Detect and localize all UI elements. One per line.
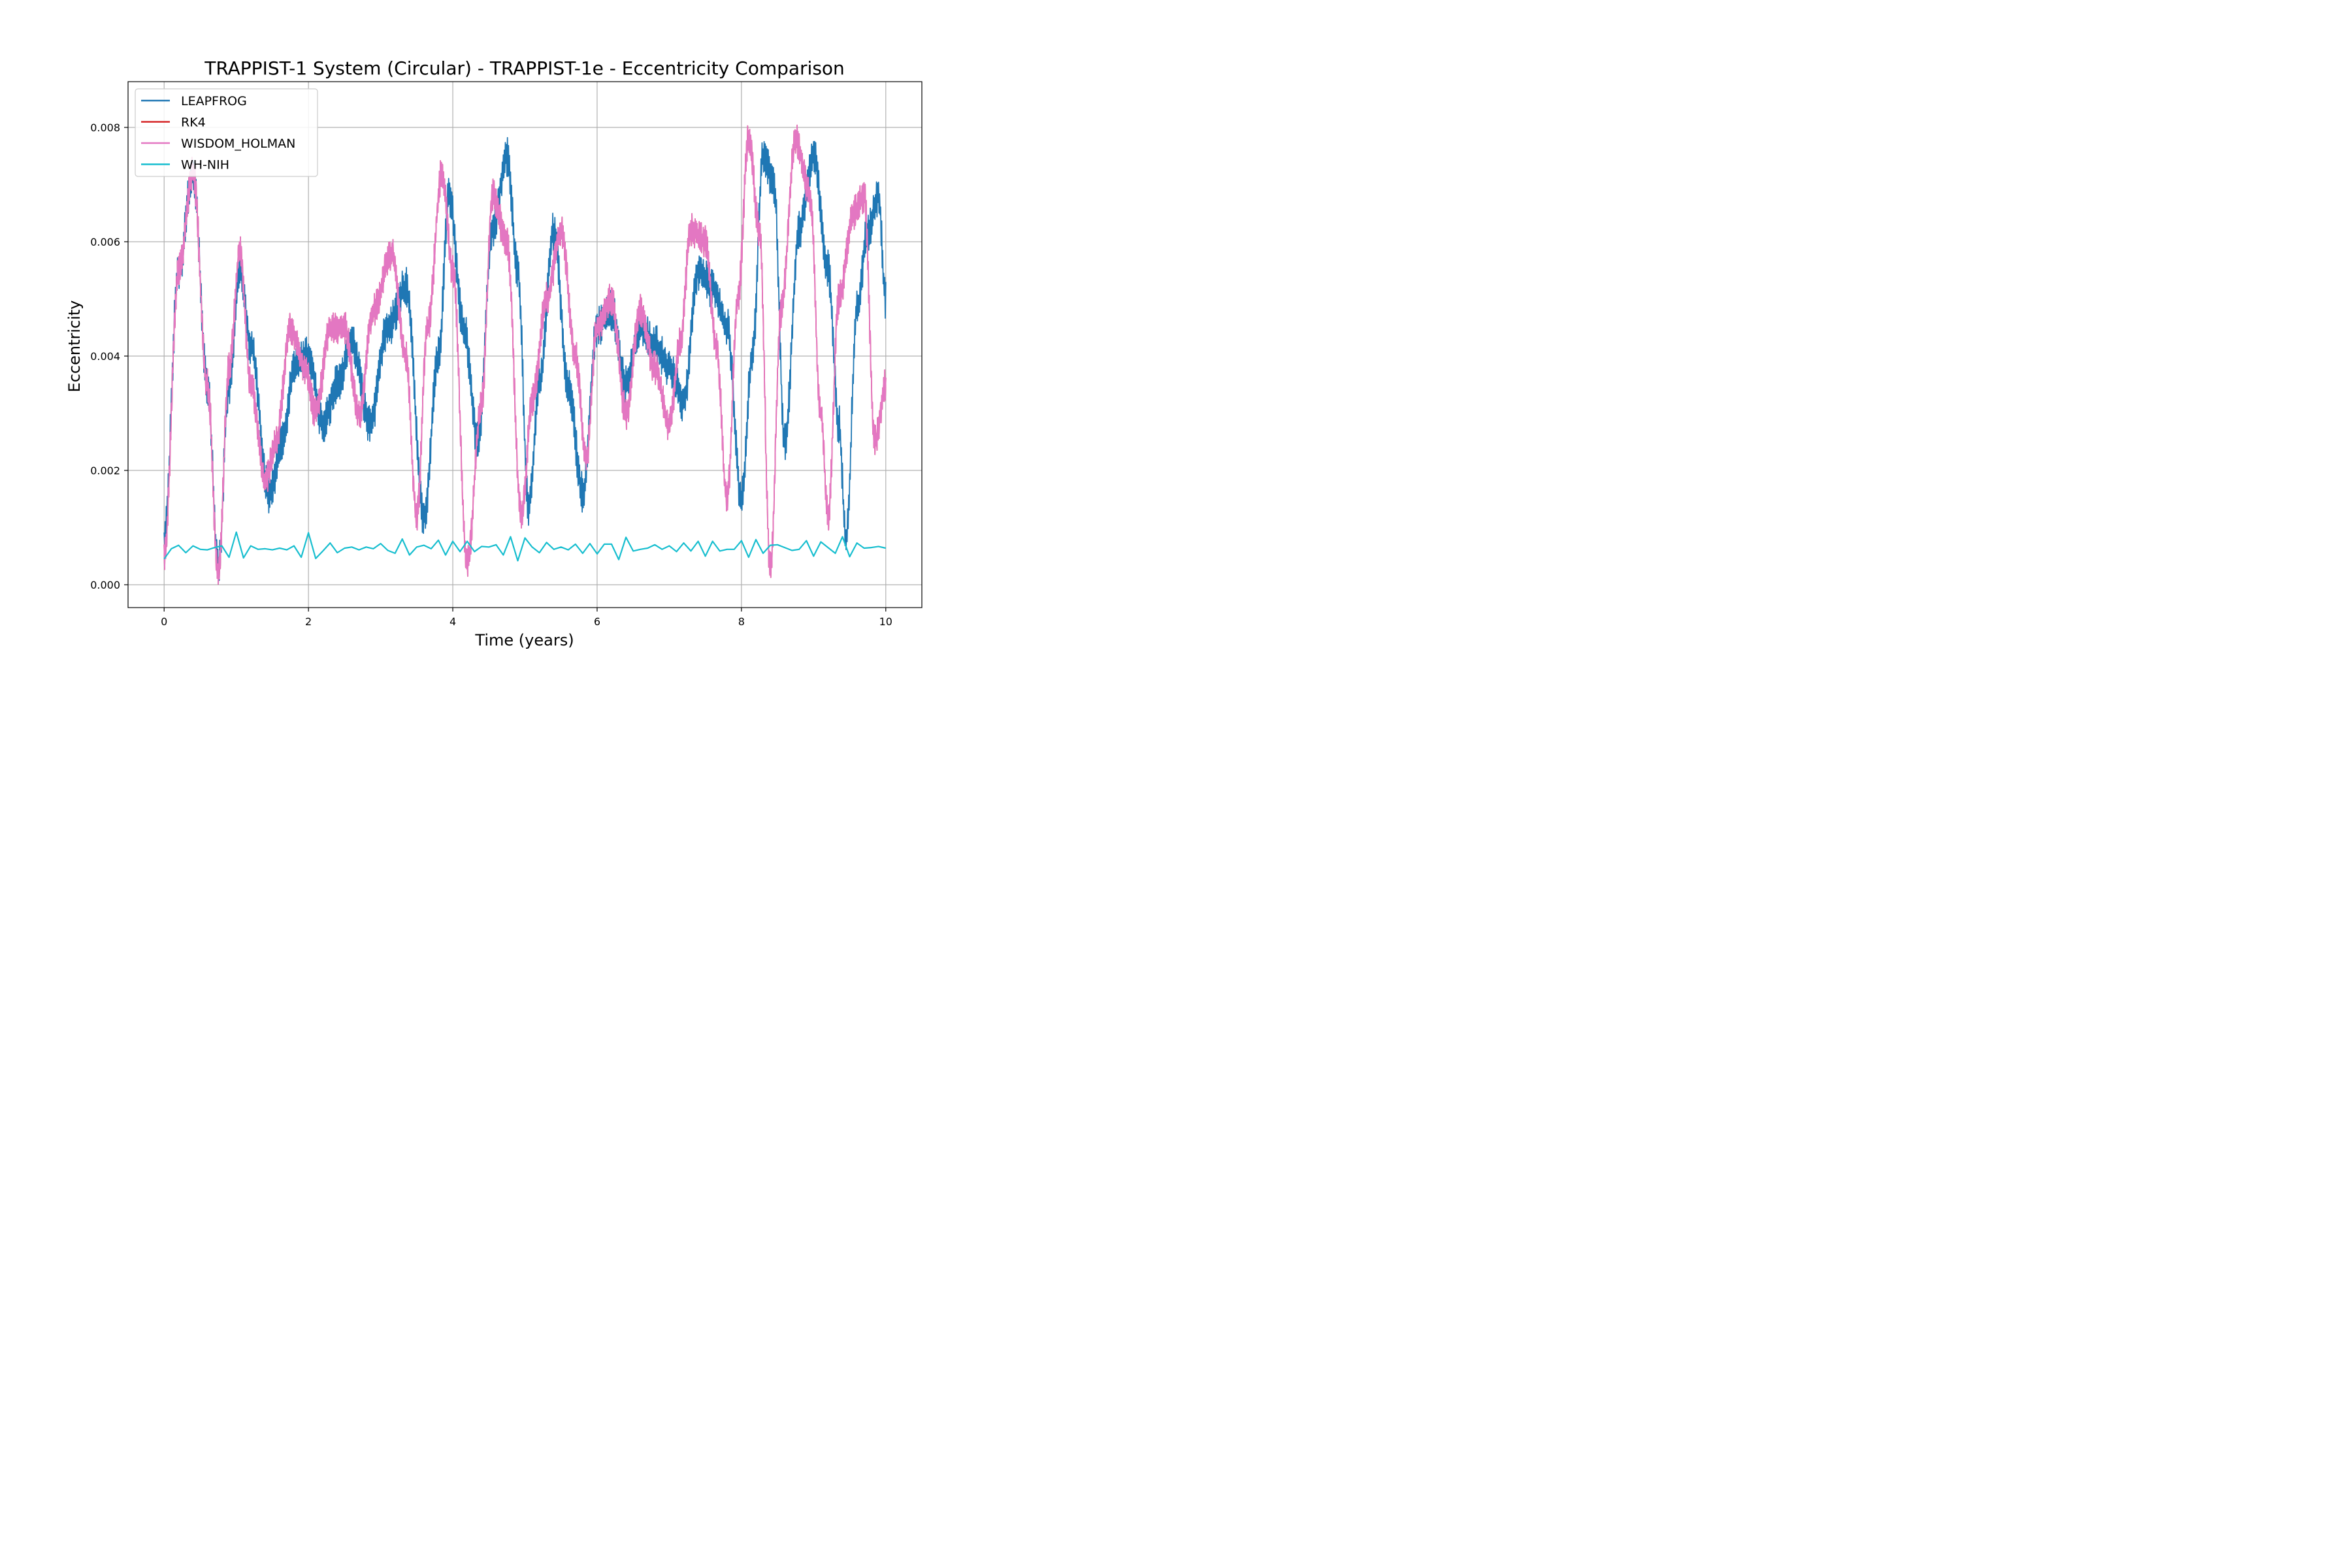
y-axis-label: Eccentricity [65,301,84,393]
x-tick-label: 0 [161,615,167,628]
eccentricity-chart: TRAPPIST-1 System (Circular) - TRAPPIST-… [0,0,1009,673]
x-tick-label: 10 [879,615,892,628]
chart-title: TRAPPIST-1 System (Circular) - TRAPPIST-… [204,57,845,79]
legend-box [135,88,318,177]
x-tick-label: 4 [449,615,456,628]
plot-border [127,81,923,608]
x-tick-label: 2 [305,615,312,628]
plot-area-border [127,81,923,608]
y-tick-label: 0.000 [90,579,120,591]
legend-label-wh-nih: WH-NIH [181,158,229,172]
y-axis-ticks: 0.000 0.002 0.004 0.006 0.008 [90,122,128,591]
series-line-wh-nih [163,531,887,562]
legend: LEAPFROG RK4 WISDOM_HOLMAN WH-NIH [135,88,318,177]
legend-label-rk4: RK4 [181,116,206,130]
y-tick-label: 0.006 [90,236,120,248]
series-line-leapfrog [163,137,887,585]
x-tick-label: 8 [738,615,745,628]
series-layer [163,124,887,585]
series-line-wisdom-holman [163,124,887,585]
x-tick-label: 6 [594,615,600,628]
y-tick-label: 0.002 [90,465,120,477]
legend-label-leapfrog: LEAPFROG [181,94,247,108]
y-tick-label: 0.008 [90,122,120,134]
legend-label-wisdom-holman: WISDOM_HOLMAN [181,137,295,151]
x-axis-label: Time (years) [474,631,574,649]
x-axis-ticks: 0 2 4 6 8 10 [161,608,892,628]
y-tick-label: 0.004 [90,350,120,363]
